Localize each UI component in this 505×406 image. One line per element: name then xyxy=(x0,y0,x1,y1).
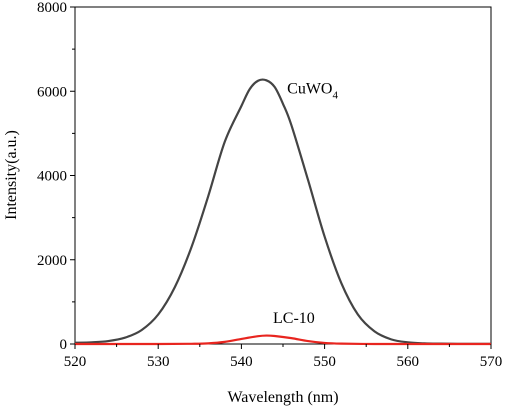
annotation-layer: CuWO4 LC-10 xyxy=(273,80,338,327)
x-tick-label: 530 xyxy=(147,354,170,370)
series-line-lc-10 xyxy=(74,334,491,346)
y-tick-label: 6000 xyxy=(37,84,67,100)
x-tick-label: 550 xyxy=(313,354,336,370)
plot-frame xyxy=(74,6,492,345)
y-axis-title: Intensity(a.u.) xyxy=(3,130,20,220)
y-tick-label: 2000 xyxy=(37,253,67,269)
y-tick-label: 4000 xyxy=(37,169,67,185)
x-axis-title: Wavelength (nm) xyxy=(227,389,338,406)
y-tick-label: 8000 xyxy=(37,0,67,16)
series-annotation: LC-10 xyxy=(273,310,315,327)
x-tick-label: 560 xyxy=(397,354,420,370)
x-tick-label: 570 xyxy=(480,354,503,370)
x-tick-label: 540 xyxy=(230,354,253,370)
series-layer xyxy=(74,78,491,346)
ticks-layer: 520 530 540 550 560 570 0 2000 4000 6000 8000 xyxy=(37,0,502,370)
y-tick-label: 0 xyxy=(60,337,68,353)
x-tick-label: 520 xyxy=(64,354,87,370)
series-annotation: CuWO4 xyxy=(287,80,338,101)
series-line-cuwo4 xyxy=(74,78,491,345)
